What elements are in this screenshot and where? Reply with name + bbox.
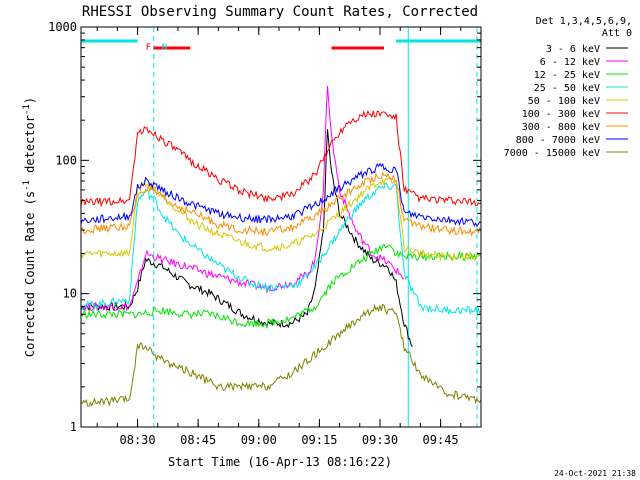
flag-label-0: F [146,43,151,53]
x-tick-label-2: 09:00 [241,433,277,447]
x-tick-label-5: 09:45 [423,433,459,447]
y-axis-label-mid: detector [23,115,37,180]
y-axis-label-sup1: -1 [22,180,32,191]
axes: 08:30 08:45 09:00 09:15 09:30 09:45 1 10 100 1000 [48,20,482,447]
y-axis-label-main: Corrected Count Rate (s [23,191,37,357]
legend-label-1: 6 - 12 keV [540,57,600,68]
x-tick-label-3: 09:15 [301,433,337,447]
plot-frame [80,26,482,428]
y-tick-label-3: 1000 [48,20,77,34]
legend-header-1: Att 0 [602,28,632,39]
legend-label-4: 50 - 100 keV [528,96,600,107]
y-tick-label-0: 1 [70,420,77,434]
legend-header-0: Det 1,3,4,5,6,9, [536,16,632,27]
legend: Det 1,3,4,5,6,9,Att 03 - 6 keV 6 - 12 keV… [504,16,632,159]
x-tick-label-1: 08:45 [180,433,216,447]
legend-label-8: 7000 - 15000 keV [504,148,600,159]
series-line-0 [80,129,413,347]
y-tick-label-1: 10 [63,287,77,301]
y-tick-label-2: 100 [55,153,77,167]
series-line-4 [80,177,482,262]
legend-label-3: 25 - 50 keV [534,83,600,94]
series-line-3 [80,182,482,316]
series-line-2 [80,243,482,329]
series-line-6 [80,171,482,238]
legend-label-5: 100 - 300 keV [522,109,600,120]
legend-label-2: 12 - 25 keV [534,70,600,81]
flag-label-1: N [162,43,167,53]
y-axis-label-sup2: -1 [22,104,32,115]
x-tick-label-4: 09:30 [362,433,398,447]
series-line-5 [80,109,482,208]
legend-label-0: 3 - 6 keV [546,44,600,55]
y-axis-label: Corrected Count Rate (s-1 detector-1) [22,97,37,357]
footer-timestamp: 24-Oct-2021 21:38 [554,469,636,478]
series-line-7 [80,162,482,228]
series-line-8 [80,303,482,408]
y-axis-label-end: ) [23,97,37,104]
chart-title: RHESSI Observing Summary Count Rates, Co… [82,4,478,20]
legend-label-7: 800 - 7000 keV [516,135,600,146]
x-tick-label-0: 08:30 [120,433,156,447]
legend-label-6: 300 - 800 keV [522,122,600,133]
x-axis-label: Start Time (16-Apr-13 08:16:22) [168,455,392,469]
